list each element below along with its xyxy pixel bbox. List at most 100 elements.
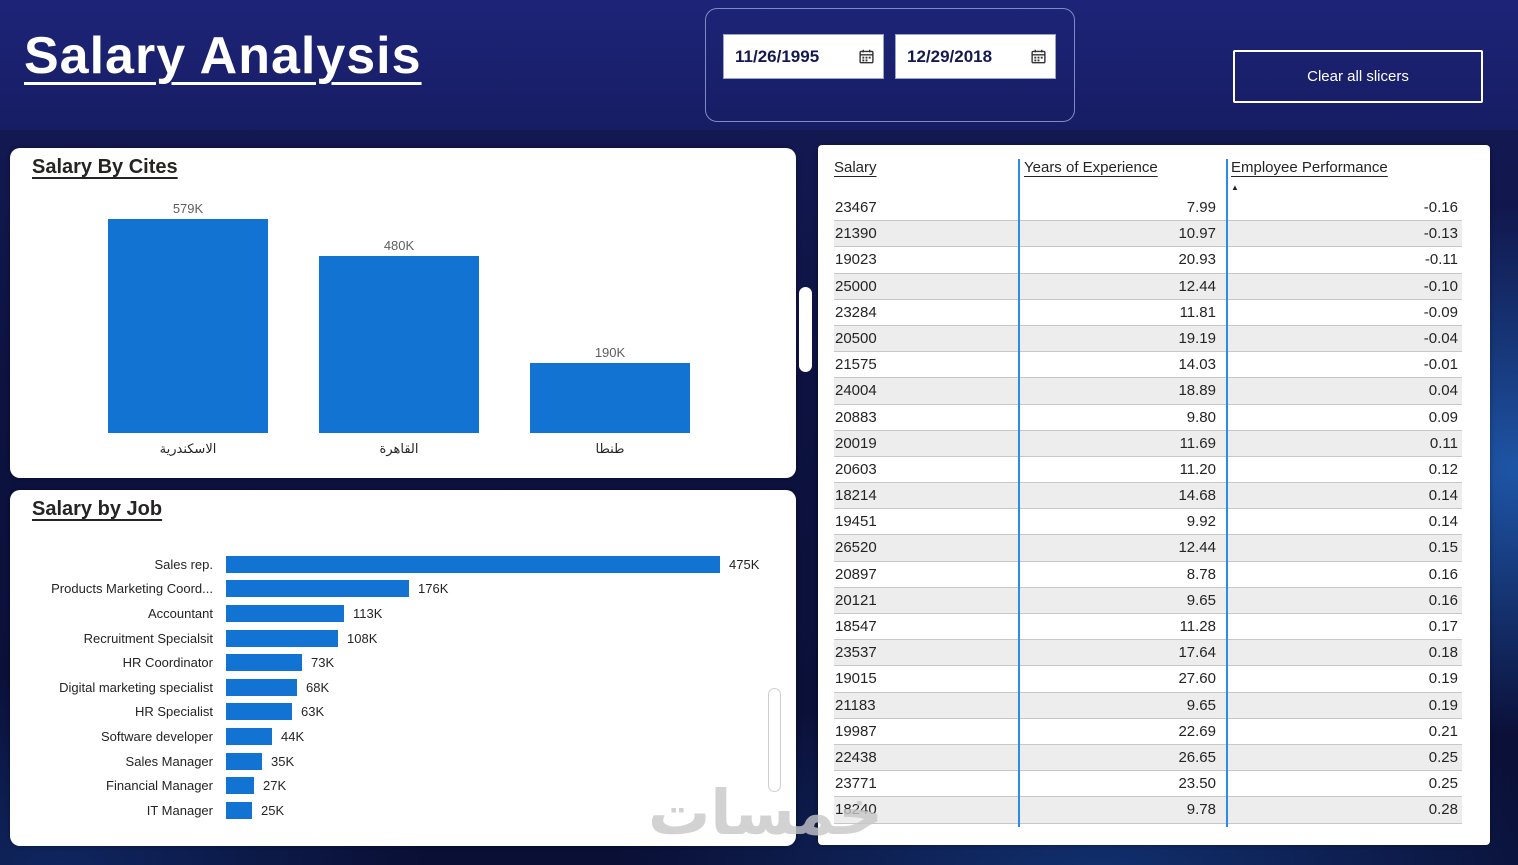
table-row[interactable]: 19987 22.69 0.21 [834, 719, 1462, 745]
table-row[interactable]: 26520 12.44 0.15 [834, 535, 1462, 562]
table-cell: 20121 [835, 591, 877, 609]
table-cell: -0.13 [1423, 225, 1458, 243]
job-bar[interactable] [226, 654, 302, 672]
job-bar[interactable] [226, 678, 297, 696]
bar-value-label: 480K [383, 238, 415, 253]
column-header-employee-performance[interactable]: Employee Performance ▲ [1226, 159, 1462, 195]
city-bar-column: 480K [319, 194, 479, 433]
table-cell: 18214 [835, 487, 877, 505]
table-cell: 23.50 [1178, 775, 1216, 793]
table-row[interactable]: 20019 11.69 0.11 [834, 430, 1462, 457]
table-row[interactable]: 23537 17.64 0.18 [834, 640, 1462, 667]
table-row[interactable]: 23467 7.99 -0.16 [834, 195, 1462, 222]
city-bar[interactable] [319, 256, 479, 433]
table-row[interactable]: 19015 27.60 0.19 [834, 666, 1462, 693]
date-from-input[interactable]: 11/26/1995 [723, 34, 884, 79]
table-cell: 11.81 [1179, 303, 1216, 321]
table-row[interactable]: 19023 20.93 -0.11 [834, 247, 1462, 274]
job-axis-label: HR Coordinator [122, 655, 213, 671]
bar-value-label: 44K [281, 728, 305, 744]
table-row[interactable]: 20500 19.19 -0.04 [834, 325, 1462, 353]
table-row[interactable]: 21183 9.65 0.19 [834, 692, 1462, 719]
column-header-label: Years of Experience [1024, 159, 1158, 176]
table-row[interactable]: 21390 10.97 -0.13 [834, 221, 1462, 248]
table-cell: 0.25 [1428, 748, 1458, 766]
job-bar[interactable] [226, 801, 252, 819]
table-cell: 0.11 [1429, 434, 1458, 452]
clear-all-slicers-button[interactable]: Clear all slicers [1233, 50, 1483, 103]
city-bar[interactable] [530, 363, 690, 433]
column-header-years-of-experience[interactable]: Years of Experience [1018, 159, 1226, 195]
job-chart-scrollbar-thumb[interactable] [768, 688, 781, 792]
table-row[interactable]: 23284 11.81 -0.09 [834, 300, 1462, 326]
table-cell: 11.69 [1179, 434, 1216, 452]
table-row[interactable]: 18240 9.78 0.28 [834, 797, 1462, 824]
job-bar[interactable] [226, 777, 254, 795]
table-row[interactable]: 25000 12.44 -0.10 [834, 273, 1462, 300]
date-to-value: 12/29/2018 [907, 46, 993, 66]
job-bar-row: Accountant 113K [34, 601, 778, 626]
job-bar[interactable] [226, 703, 292, 721]
table-cell: 18.89 [1178, 382, 1216, 400]
table-cell: 21183 [835, 696, 876, 714]
calendar-icon[interactable] [859, 49, 874, 64]
table-row[interactable]: 23771 23.50 0.25 [834, 771, 1462, 798]
table-cell: 22.69 [1178, 722, 1216, 740]
job-bar[interactable] [226, 604, 344, 622]
table-cell: 17.64 [1178, 644, 1216, 662]
city-axis-label: القاهرة [379, 441, 419, 456]
bar-value-label: 27K [263, 778, 287, 794]
table-cell: 25000 [835, 277, 877, 295]
table-cell: 9.78 [1186, 801, 1216, 819]
bar-value-label: 68K [306, 679, 330, 695]
job-bar[interactable] [226, 629, 338, 647]
sort-ascending-icon: ▲ [1231, 183, 1239, 192]
job-bar[interactable] [226, 727, 272, 745]
table-cell: 9.65 [1186, 591, 1216, 609]
table-cell: 7.99 [1186, 199, 1216, 216]
table-row[interactable]: 19451 9.92 0.14 [834, 509, 1462, 536]
table-cell: 20019 [835, 434, 877, 452]
table-cell: 19987 [835, 722, 877, 740]
table-row[interactable]: 18214 14.68 0.14 [834, 483, 1462, 510]
calendar-icon[interactable] [1031, 49, 1046, 64]
page-title: Salary Analysis [24, 27, 422, 85]
table-cell: 20603 [835, 460, 877, 478]
bar-value-label: 113K [353, 605, 383, 621]
city-bar-group: 190K طنطا [530, 194, 690, 457]
column-header-salary[interactable]: Salary [834, 159, 1018, 195]
city-bar[interactable] [108, 219, 268, 433]
table-row[interactable]: 22438 26.65 0.25 [834, 744, 1462, 772]
cities-chart-title: Salary By Cites [32, 156, 178, 178]
job-bar[interactable] [226, 752, 262, 770]
table-cell: -0.11 [1424, 251, 1458, 269]
column-separator [1018, 159, 1020, 827]
table-row[interactable]: 20603 11.20 0.12 [834, 457, 1462, 484]
page-scrollbar-thumb[interactable] [799, 287, 812, 372]
table-cell: 0.14 [1428, 487, 1458, 505]
table-row[interactable]: 20883 9.80 0.09 [834, 405, 1462, 431]
table-row[interactable]: 18547 11.28 0.17 [834, 614, 1462, 641]
table-row[interactable]: 24004 18.89 0.04 [834, 378, 1462, 405]
table-cell: 0.18 [1428, 644, 1458, 662]
table-row[interactable]: 20897 8.78 0.16 [834, 562, 1462, 588]
table-row[interactable]: 21575 14.03 -0.01 [834, 352, 1462, 379]
table-cell: 12.44 [1178, 277, 1216, 295]
city-bar-group: 480K القاهرة [319, 194, 479, 457]
table-cell: 0.09 [1428, 408, 1458, 426]
job-bar[interactable] [226, 555, 720, 573]
job-bar[interactable] [226, 580, 409, 598]
bar-value-label: 190K [594, 345, 626, 360]
job-axis-label: HR Specialist [134, 704, 213, 720]
table-cell: 26520 [835, 539, 877, 557]
table-cell: 23537 [835, 644, 877, 662]
bar-value-label: 63K [301, 704, 325, 720]
table-cell: 8.78 [1186, 565, 1216, 583]
date-to-input[interactable]: 12/29/2018 [895, 34, 1056, 79]
table-cell: 14.68 [1178, 487, 1216, 505]
table-cell: 23284 [835, 303, 877, 321]
table-cell: 18240 [835, 801, 877, 819]
job-bar-row: HR Coordinator 73K [34, 650, 778, 675]
table-row[interactable]: 20121 9.65 0.16 [834, 587, 1462, 614]
job-axis-label: Financial Manager [106, 778, 213, 794]
